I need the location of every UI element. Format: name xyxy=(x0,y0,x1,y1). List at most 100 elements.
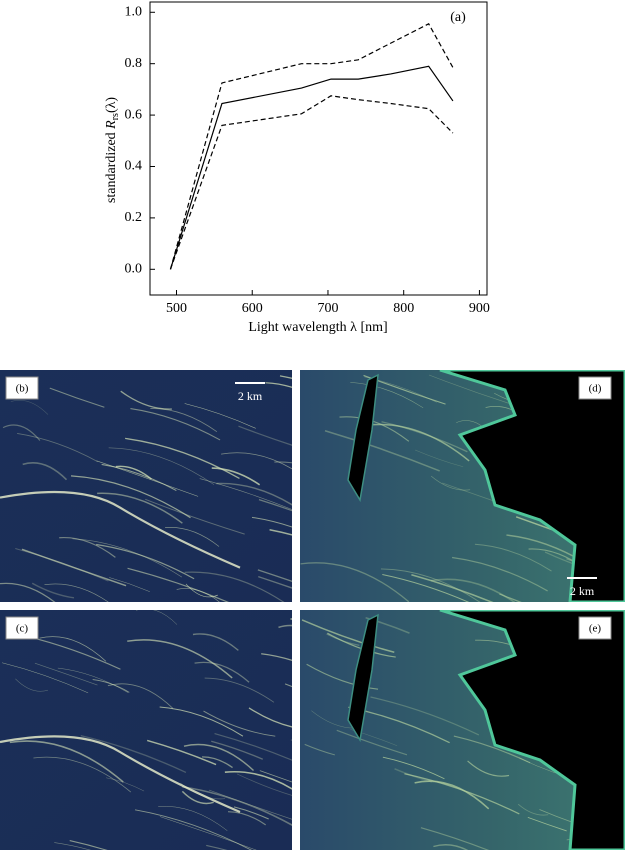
y-tick-label: 1.0 xyxy=(125,4,143,19)
image-label: (c) xyxy=(16,623,29,635)
streak xyxy=(259,770,292,783)
streak xyxy=(184,403,256,429)
streak xyxy=(300,562,410,602)
y-tick-label: 0.8 xyxy=(125,56,143,71)
streak xyxy=(0,582,56,602)
streak xyxy=(96,460,199,497)
streak xyxy=(69,840,108,850)
streak xyxy=(404,773,520,815)
streak xyxy=(274,461,292,464)
streak xyxy=(206,844,228,850)
streak xyxy=(97,492,183,524)
streak xyxy=(324,430,440,472)
streak xyxy=(414,780,490,810)
x-tick-label: 700 xyxy=(317,301,338,316)
y-label-part: rs xyxy=(110,113,121,120)
streak xyxy=(304,743,336,756)
streak xyxy=(115,465,152,480)
streak xyxy=(265,382,292,388)
label-box xyxy=(5,616,39,640)
streak xyxy=(279,375,292,379)
streak xyxy=(202,756,233,769)
streak xyxy=(33,756,132,793)
streak xyxy=(350,382,424,409)
streak xyxy=(182,785,292,826)
island xyxy=(347,373,379,503)
streak xyxy=(80,734,187,774)
streak xyxy=(2,662,89,694)
streak xyxy=(467,760,510,777)
streak xyxy=(228,811,266,826)
streak xyxy=(367,423,470,462)
streak xyxy=(184,571,285,602)
streak xyxy=(382,574,470,602)
y-label-part: (λ) xyxy=(104,97,119,113)
streak xyxy=(452,556,548,592)
streak xyxy=(22,462,68,481)
streak xyxy=(158,806,228,831)
image-panel xyxy=(0,370,292,602)
streak xyxy=(248,707,292,728)
streak xyxy=(135,610,178,625)
line-series xyxy=(169,65,454,270)
streak xyxy=(499,593,522,602)
streak xyxy=(336,729,408,756)
image-label: (b) xyxy=(16,383,29,395)
streak xyxy=(214,732,292,761)
land xyxy=(439,610,625,850)
streak xyxy=(199,478,292,510)
streak xyxy=(216,482,292,506)
image-panel xyxy=(0,610,292,850)
scale-bar-label: 2 km xyxy=(570,584,595,598)
streak xyxy=(125,437,240,479)
streak xyxy=(54,842,91,850)
streak xyxy=(134,809,252,850)
streak xyxy=(306,663,379,690)
plot-frame xyxy=(149,1,488,296)
streak xyxy=(430,578,516,602)
y-tick-label: 0.6 xyxy=(125,107,143,122)
y-tick-label: 0.0 xyxy=(125,262,143,277)
streak xyxy=(57,667,129,693)
streak xyxy=(106,777,145,792)
streak xyxy=(203,710,276,737)
streak xyxy=(10,399,49,415)
image-panels: (b) 2 km (d) 2 km (c) (e) xyxy=(0,370,625,850)
streak xyxy=(0,735,241,814)
y-tick-label: 0.4 xyxy=(125,159,143,174)
panel-label: (a) xyxy=(450,10,466,25)
streak xyxy=(34,662,98,686)
image-panel xyxy=(300,370,625,602)
streak xyxy=(192,633,239,651)
streak xyxy=(159,706,244,737)
island xyxy=(347,613,379,743)
streak xyxy=(420,827,490,850)
x-tick-label: 900 xyxy=(469,301,490,316)
streak xyxy=(233,806,269,820)
label-box xyxy=(5,376,39,400)
streak xyxy=(0,490,241,569)
streak xyxy=(251,516,292,528)
streak xyxy=(261,653,292,662)
streak xyxy=(221,452,292,470)
streak xyxy=(430,475,471,491)
streak xyxy=(224,770,292,790)
streak xyxy=(146,739,217,766)
scale-bar-label: 2 km xyxy=(238,389,263,403)
streak xyxy=(101,463,177,492)
streak xyxy=(165,527,220,547)
streak xyxy=(258,575,292,589)
x-tick-label: 500 xyxy=(166,301,187,316)
streak xyxy=(236,773,292,796)
streak xyxy=(2,424,41,441)
label-box xyxy=(578,376,612,400)
streak xyxy=(517,803,549,816)
y-axis-label: standardized Rrs(λ) xyxy=(104,97,121,203)
streak xyxy=(159,816,257,850)
streak xyxy=(130,408,221,441)
streak xyxy=(72,538,183,578)
image-bg xyxy=(0,370,292,602)
streak xyxy=(381,421,468,453)
streak xyxy=(15,678,49,692)
